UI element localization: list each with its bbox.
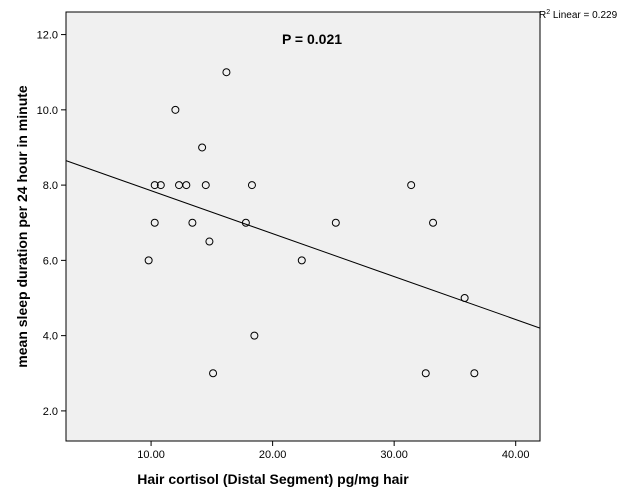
data-points bbox=[144, 68, 479, 378]
data-point bbox=[250, 331, 259, 340]
data-point bbox=[150, 218, 159, 227]
regression-line bbox=[65, 160, 541, 329]
x-tick-label: 10.00 bbox=[137, 449, 165, 461]
data-point bbox=[460, 294, 469, 302]
data-point bbox=[150, 181, 159, 190]
data-point bbox=[201, 181, 210, 190]
data-point bbox=[205, 237, 214, 246]
x-tick-label: 40.00 bbox=[502, 449, 530, 461]
data-point bbox=[171, 105, 180, 114]
y-tick-label: 6.0 bbox=[43, 255, 58, 267]
r-squared-prefix: R bbox=[539, 10, 546, 21]
data-point bbox=[156, 181, 165, 190]
y-axis: 2.0 4.0 6.0 8.0 10.0 12.0 bbox=[37, 30, 66, 418]
data-point bbox=[241, 218, 250, 227]
data-point bbox=[182, 181, 191, 190]
r-squared-suffix: Linear = 0.229 bbox=[550, 10, 617, 21]
y-axis-label: mean sleep duration per 24 hour in minut… bbox=[14, 85, 30, 368]
data-point bbox=[209, 369, 218, 378]
x-tick-label: 30.00 bbox=[380, 449, 408, 461]
y-tick-label: 12.0 bbox=[37, 30, 58, 42]
x-tick-label: 20.00 bbox=[259, 449, 287, 461]
x-axis: 10.00 20.00 30.00 40.00 bbox=[137, 441, 529, 461]
data-point bbox=[429, 218, 438, 227]
data-point bbox=[222, 68, 231, 77]
x-axis-label: Hair cortisol (Distal Segment) pg/mg hai… bbox=[137, 471, 409, 487]
data-point bbox=[144, 256, 153, 265]
plot-area bbox=[65, 11, 541, 442]
y-tick-label: 8.0 bbox=[43, 180, 58, 192]
y-tick-label: 2.0 bbox=[43, 406, 58, 418]
data-point bbox=[188, 218, 197, 227]
data-point bbox=[247, 181, 256, 190]
p-value-annotation: P = 0.021 bbox=[282, 31, 342, 47]
data-point bbox=[198, 143, 207, 152]
y-tick-label: 4.0 bbox=[43, 331, 58, 343]
data-point bbox=[421, 369, 430, 378]
data-point bbox=[297, 256, 306, 265]
r-squared-superscript: 2 bbox=[546, 9, 550, 16]
r-squared-label: R2 Linear = 0.229 bbox=[539, 9, 618, 21]
data-point bbox=[331, 218, 340, 227]
data-point bbox=[470, 369, 479, 378]
data-point bbox=[407, 181, 416, 190]
y-tick-label: 10.0 bbox=[37, 105, 58, 117]
